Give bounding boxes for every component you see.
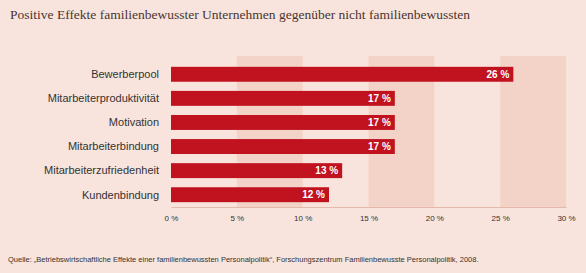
tick-label: 25 %	[492, 214, 510, 223]
data-labels: 26 % 17 % 17 % 17 % 13 % 12 %	[302, 69, 509, 200]
tick-label: 0 %	[165, 214, 179, 223]
bar	[171, 91, 395, 106]
tick: 25 %	[492, 207, 510, 223]
axis-line	[172, 207, 567, 208]
bar	[171, 163, 342, 178]
bars	[171, 67, 513, 202]
tick-label: 30 %	[557, 214, 575, 223]
tick-label: 10 %	[294, 214, 312, 223]
data-label: 13 %	[315, 165, 338, 176]
bar	[171, 187, 329, 202]
data-label: 17 %	[368, 141, 391, 152]
data-label: 17 %	[368, 93, 391, 104]
data-label: 26 %	[487, 69, 510, 80]
tick: 5 %	[230, 207, 244, 223]
tick: 15 %	[360, 207, 378, 223]
category-labels: Bewerberpool Mitarbeiterproduktivität Moti…	[44, 68, 159, 200]
bar	[171, 139, 395, 154]
data-label: 17 %	[368, 117, 391, 128]
category-label: Mitarbeiterzufriedenheit	[44, 164, 159, 176]
bar	[171, 115, 395, 130]
category-label: Kundenbindung	[82, 189, 159, 201]
category-label: Motivation	[109, 116, 159, 128]
x-axis: 0 % 5 % 10 % 15 % 20 % 25 % 30 %	[165, 207, 576, 223]
category-label: Bewerberpool	[91, 68, 159, 80]
background	[0, 0, 586, 273]
category-label: Mitarbeiterbindung	[68, 140, 159, 152]
bar	[171, 67, 513, 82]
tick-label: 20 %	[426, 214, 444, 223]
tick: 0 %	[165, 207, 179, 223]
category-label: Mitarbeiterproduktivität	[48, 92, 159, 104]
source: Quelle: „Betriebswirtschaftliche Effekte…	[8, 255, 479, 264]
chart: Positive Effekte familienbewusster Unter…	[0, 0, 586, 273]
tick-label: 5 %	[230, 214, 244, 223]
title: Positive Effekte familienbewusster Unter…	[10, 7, 470, 22]
tick: 10 %	[294, 207, 312, 223]
data-label: 12 %	[302, 189, 325, 200]
tick: 20 %	[426, 207, 444, 223]
tick: 30 %	[557, 207, 575, 223]
tick-label: 15 %	[360, 214, 378, 223]
